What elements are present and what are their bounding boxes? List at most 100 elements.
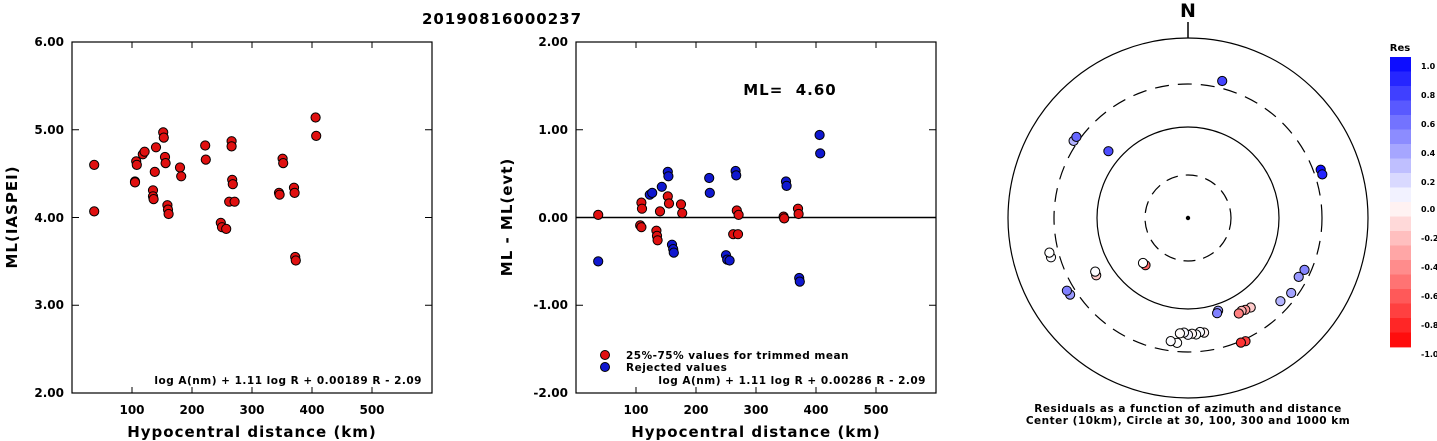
colorbar-swatch [1390, 173, 1411, 188]
colorbar-swatch [1390, 318, 1411, 333]
colorbar-tick: -0.4 [1421, 263, 1437, 272]
circle-30km [1144, 174, 1232, 262]
station-marker [1299, 264, 1310, 275]
colorbar-swatch [1390, 245, 1411, 261]
x-tick-label: 100 [119, 403, 144, 417]
epicenter-dot [1185, 215, 1191, 221]
station-marker [1293, 271, 1304, 282]
colorbar-tick: 0.2 [1421, 178, 1435, 187]
colorbar-swatch [1390, 86, 1411, 101]
plot-frame [71, 41, 433, 394]
y-tick-label: 0.00 [538, 211, 568, 225]
colorbar-title: Res [1390, 43, 1410, 54]
circle-100km [1096, 126, 1280, 310]
data-point [149, 166, 160, 177]
colorbar-swatch [1390, 158, 1411, 174]
x-tick-label: 400 [803, 403, 828, 417]
data-point [731, 170, 742, 181]
data-point [278, 158, 289, 169]
y-axis-label: ML(IASPEI) [3, 165, 21, 268]
data-point [163, 208, 174, 220]
circle-1000km [1007, 37, 1369, 399]
data-point [793, 208, 804, 220]
data-point [274, 189, 285, 200]
data-point [131, 159, 142, 170]
data-point [663, 198, 675, 209]
x-tick-label: 300 [239, 403, 264, 417]
colorbar-swatch [1390, 115, 1411, 130]
x-tick-label: 500 [863, 403, 888, 417]
colorbar-swatch [1390, 129, 1411, 145]
data-point [290, 255, 301, 266]
circle-300km [1053, 83, 1323, 353]
colorbar-tick: -1.0 [1421, 350, 1437, 359]
data-point [675, 199, 687, 210]
x-tick-label: 200 [179, 403, 204, 417]
data-point [636, 203, 648, 214]
x-tick-label: 400 [299, 403, 324, 417]
ml-iaspei-panel: 100 200 300 400 500 2.00 3.00 4.00 5.00 … [3, 35, 433, 441]
data-point [310, 112, 321, 123]
colorbar-tick: 0.8 [1421, 91, 1436, 100]
data-point [221, 223, 232, 234]
colorbar-swatch [1390, 260, 1411, 275]
colorbar-swatch [1390, 144, 1411, 159]
data-point [174, 162, 186, 173]
data-points [89, 112, 322, 266]
station-marker [1275, 296, 1286, 307]
data-point [815, 148, 826, 159]
formula-annotation: log A(nm) + 1.11 log R + 0.00189 R - 2.0… [154, 375, 422, 387]
data-point [781, 180, 792, 191]
data-point [794, 276, 805, 287]
data-point [229, 196, 240, 207]
data-point [200, 140, 211, 151]
ml-residual-panel: 100 200 300 400 500 -2.00 -1.00 0.00 1.0… [498, 35, 937, 441]
legend-label-accepted: 25%-75% values for trimmed mean [626, 350, 849, 362]
data-point [647, 187, 658, 198]
colorbar-tick: 1.0 [1421, 62, 1436, 71]
y-tick-label: 3.00 [34, 298, 64, 312]
data-point [158, 132, 169, 143]
colorbar-swatch [1390, 289, 1411, 304]
station-marker [1061, 285, 1073, 296]
caption-line-2: Center (10km), Circle at 30, 100, 300 an… [1026, 415, 1350, 427]
data-point [677, 208, 688, 219]
data-point [663, 171, 674, 182]
x-ticks: 100 200 300 400 500 [119, 42, 385, 417]
colorbar-tick: -0.8 [1421, 321, 1437, 330]
colorbar-swatches [1390, 57, 1411, 348]
station-marker [1212, 308, 1223, 319]
colorbar-tick: -0.6 [1421, 292, 1437, 301]
event-id-title: 20190816000237 [422, 10, 582, 28]
data-point [139, 146, 150, 157]
data-point [150, 142, 162, 153]
data-point [289, 187, 300, 198]
y-tick-label: 5.00 [34, 123, 64, 137]
data-point [148, 194, 159, 205]
colorbar-swatch [1390, 187, 1411, 203]
x-ticks: 100 200 300 400 500 [623, 42, 889, 417]
colorbar-tick-labels: 1.0 0.8 0.6 0.4 0.2 0.0 -0.2 -0.4 -0.6 -… [1421, 62, 1437, 359]
station-marker [1317, 169, 1328, 180]
station-marker [1233, 308, 1244, 319]
formula-annotation: log A(nm) + 1.11 log R + 0.00286 R - 2.0… [658, 375, 926, 387]
colorbar-swatch [1390, 274, 1411, 290]
legend-marker-rejected [600, 362, 610, 372]
colorbar-swatch [1390, 303, 1411, 319]
data-point [129, 177, 141, 188]
colorbar-swatch [1390, 202, 1411, 217]
data-point [89, 159, 100, 170]
data-point [160, 158, 171, 169]
station-marker [1090, 266, 1101, 277]
y-axis-label: ML - ML(evt) [498, 158, 516, 276]
station-marker [1103, 146, 1114, 157]
data-points [593, 129, 826, 287]
station-marker [1235, 337, 1247, 348]
colorbar-tick: 0.0 [1421, 205, 1436, 214]
x-tick-label: 100 [623, 403, 648, 417]
station-marker [1137, 257, 1149, 269]
data-point [654, 206, 666, 217]
colorbar-swatch [1390, 100, 1411, 116]
y-tick-label: 2.00 [538, 35, 568, 49]
